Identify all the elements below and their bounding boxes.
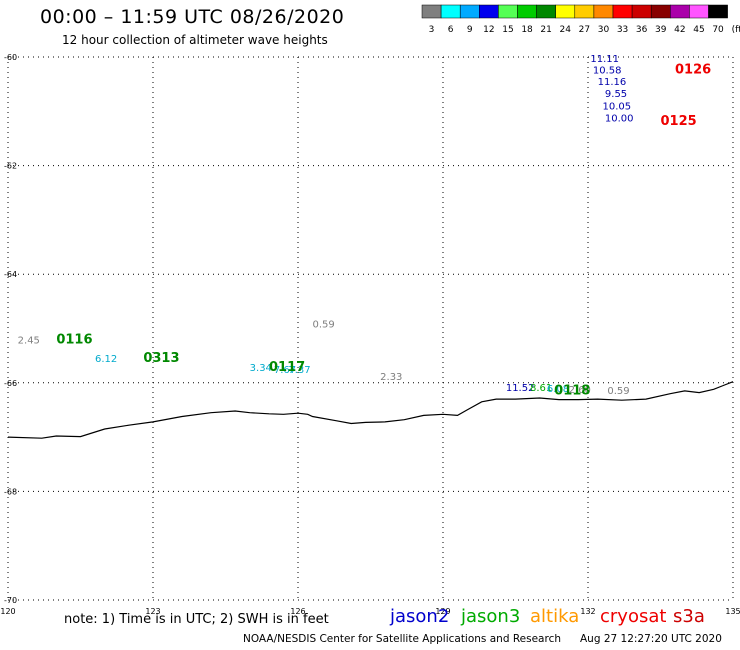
wave-height-value: 11.11 xyxy=(590,54,619,65)
wave-height-value: 6.08 xyxy=(547,384,569,395)
wave-height-value: 11.52 xyxy=(506,383,535,394)
legend-label-18: 18 xyxy=(521,25,533,35)
satellite-label-s3a: s3a xyxy=(673,606,705,627)
wave-height-value: 0.59 xyxy=(313,319,335,330)
satellite-label-jason3: jason3 xyxy=(461,606,521,627)
pass-time-label: 0126 xyxy=(675,62,711,77)
legend-swatch-70 xyxy=(708,4,728,19)
lon-tick-label: 123 xyxy=(145,607,160,616)
wave-height-value: 2.60 xyxy=(569,385,591,396)
satellite-label-jason2: jason2 xyxy=(390,606,450,627)
pass-time-label: 0117 xyxy=(269,360,305,375)
lon-tick-label: 135 xyxy=(725,607,740,616)
lon-tick-label: 129 xyxy=(435,607,450,616)
legend-unit: (ft) xyxy=(732,25,740,35)
legend-label-45: 45 xyxy=(693,25,704,35)
legend-label-21: 21 xyxy=(540,25,551,35)
lat-tick-label: -60 xyxy=(4,53,17,62)
antarctic-coastline xyxy=(7,381,734,439)
lat-tick-label: -70 xyxy=(4,596,17,605)
generation-timestamp: Aug 27 12:27:20 UTC 2020 xyxy=(580,633,722,645)
pass-time-label: 0116 xyxy=(56,333,92,348)
wave-height-value: 2.33 xyxy=(380,372,402,383)
lat-tick-label: -68 xyxy=(4,487,17,496)
legend-label-70: 70 xyxy=(712,25,724,35)
pass-time-label: 0118 xyxy=(554,384,590,399)
lon-tick-label: 132 xyxy=(580,607,595,616)
legend-label-27: 27 xyxy=(579,25,590,35)
legend-label-15: 15 xyxy=(502,25,513,35)
pass-time-label: 0313 xyxy=(143,351,179,366)
lon-tick-label: 120 xyxy=(0,607,15,616)
wave-height-value: 3.34 xyxy=(250,363,272,374)
lat-tick-label: -66 xyxy=(4,379,17,388)
legend-label-39: 39 xyxy=(655,25,667,35)
legend-label-9: 9 xyxy=(467,25,473,35)
legend-label-24: 24 xyxy=(560,25,572,35)
wave-height-value: 7.37 xyxy=(288,365,310,376)
wave-height-value: 2.45 xyxy=(18,336,40,347)
credit-line: NOAA/NESDIS Center for Satellite Applica… xyxy=(243,633,561,645)
legend-label-12: 12 xyxy=(483,25,494,35)
wave-height-value: 11.16 xyxy=(598,77,627,88)
satellite-label-altika: altika xyxy=(530,606,580,627)
legend-label-33: 33 xyxy=(617,25,628,35)
wave-height-value: 0.59 xyxy=(607,386,629,397)
legend-label-30: 30 xyxy=(598,25,610,35)
wave-height-value: 7.67 xyxy=(274,365,296,376)
lat-tick-label: -62 xyxy=(4,162,17,171)
wave-height-value: 9.55 xyxy=(605,89,627,100)
legend-label-42: 42 xyxy=(674,25,685,35)
lon-tick-label: 126 xyxy=(290,607,305,616)
legend-label-36: 36 xyxy=(636,25,648,35)
wave-height-value: 10.05 xyxy=(603,102,632,113)
wave-height-value: 10.00 xyxy=(605,114,634,125)
pass-time-label: 0125 xyxy=(661,114,697,129)
wave-height-value: 6.12 xyxy=(95,354,117,365)
map-subtitle: 12 hour collection of altimeter wave hei… xyxy=(62,33,328,47)
satellite-label-cryosat: cryosat xyxy=(600,606,667,627)
legend-label-3: 3 xyxy=(429,25,435,35)
lat-tick-label: -64 xyxy=(4,270,17,279)
wave-height-value: 8.61 xyxy=(530,383,552,394)
footer-note: note: 1) Time is in UTC; 2) SWH is in fe… xyxy=(64,612,329,627)
map-title: 00:00 – 11:59 UTC 08/26/2020 xyxy=(40,6,345,28)
legend-label-6: 6 xyxy=(448,25,454,35)
wave-height-value: 10.58 xyxy=(593,65,622,76)
